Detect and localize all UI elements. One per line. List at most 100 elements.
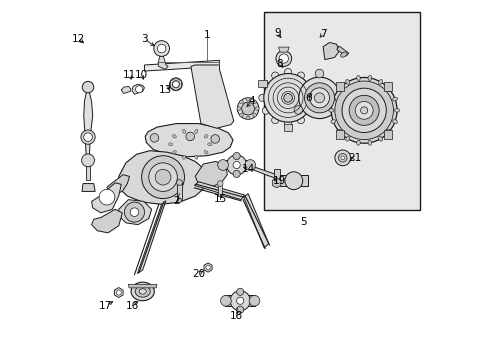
Circle shape: [258, 94, 265, 102]
Ellipse shape: [330, 120, 335, 123]
Ellipse shape: [345, 80, 349, 84]
Polygon shape: [335, 130, 344, 139]
Polygon shape: [119, 200, 151, 225]
Circle shape: [148, 163, 177, 192]
Circle shape: [341, 88, 386, 132]
Circle shape: [210, 135, 219, 143]
Circle shape: [271, 72, 278, 79]
Circle shape: [172, 81, 179, 87]
Circle shape: [135, 86, 142, 93]
Ellipse shape: [336, 87, 341, 91]
Ellipse shape: [340, 52, 346, 57]
Ellipse shape: [194, 129, 197, 134]
Circle shape: [239, 100, 243, 104]
Polygon shape: [158, 57, 168, 69]
Polygon shape: [323, 42, 339, 60]
Polygon shape: [336, 46, 348, 56]
Ellipse shape: [131, 282, 154, 301]
Ellipse shape: [392, 97, 397, 101]
Circle shape: [297, 117, 304, 124]
Circle shape: [157, 44, 165, 53]
Circle shape: [217, 159, 228, 170]
Circle shape: [233, 170, 240, 177]
Polygon shape: [128, 284, 157, 288]
Circle shape: [340, 156, 344, 159]
Circle shape: [252, 113, 256, 117]
Circle shape: [252, 100, 256, 104]
Circle shape: [285, 172, 302, 190]
Circle shape: [248, 296, 259, 306]
Text: 17: 17: [99, 301, 112, 311]
Ellipse shape: [378, 136, 382, 141]
Ellipse shape: [207, 143, 212, 146]
Ellipse shape: [168, 143, 172, 146]
Polygon shape: [91, 183, 121, 213]
Polygon shape: [170, 78, 181, 91]
Circle shape: [142, 156, 184, 199]
Circle shape: [262, 81, 269, 89]
Circle shape: [99, 189, 115, 205]
Polygon shape: [218, 184, 222, 197]
Circle shape: [283, 94, 292, 102]
Circle shape: [81, 130, 95, 144]
Polygon shape: [176, 183, 182, 201]
Ellipse shape: [204, 135, 207, 138]
Polygon shape: [132, 84, 144, 94]
Ellipse shape: [378, 80, 382, 84]
Circle shape: [309, 88, 329, 108]
Circle shape: [255, 107, 259, 111]
Ellipse shape: [386, 87, 391, 91]
Polygon shape: [190, 65, 233, 128]
Polygon shape: [82, 184, 95, 192]
Text: 18: 18: [229, 311, 243, 321]
Circle shape: [81, 154, 94, 167]
Polygon shape: [144, 60, 219, 71]
Text: 5: 5: [300, 217, 306, 227]
Ellipse shape: [356, 76, 360, 80]
Text: 9: 9: [273, 28, 280, 38]
Polygon shape: [194, 182, 244, 200]
Circle shape: [304, 83, 334, 113]
Circle shape: [315, 69, 323, 78]
Circle shape: [275, 51, 291, 66]
Polygon shape: [107, 175, 129, 194]
Ellipse shape: [328, 109, 333, 112]
Circle shape: [172, 81, 179, 88]
Ellipse shape: [330, 97, 335, 101]
Ellipse shape: [172, 135, 176, 138]
Polygon shape: [335, 82, 344, 91]
Circle shape: [336, 106, 344, 114]
Circle shape: [306, 81, 313, 89]
Circle shape: [230, 291, 250, 311]
Circle shape: [236, 297, 244, 304]
Ellipse shape: [367, 140, 371, 145]
Circle shape: [220, 296, 231, 306]
Polygon shape: [145, 123, 233, 157]
Circle shape: [241, 102, 254, 115]
Circle shape: [331, 77, 396, 143]
Circle shape: [271, 117, 278, 124]
Text: 20: 20: [192, 269, 205, 279]
Polygon shape: [114, 288, 123, 297]
Circle shape: [263, 73, 312, 122]
Polygon shape: [383, 82, 392, 91]
Ellipse shape: [367, 76, 371, 80]
Polygon shape: [258, 80, 266, 87]
Circle shape: [297, 72, 304, 79]
Circle shape: [246, 116, 249, 120]
Ellipse shape: [182, 155, 185, 159]
Circle shape: [130, 208, 139, 216]
Circle shape: [262, 107, 269, 114]
Circle shape: [236, 306, 244, 313]
Text: 19: 19: [272, 176, 285, 186]
Circle shape: [284, 68, 291, 76]
Circle shape: [284, 120, 291, 127]
Text: 7: 7: [319, 28, 325, 39]
Ellipse shape: [392, 120, 397, 123]
Ellipse shape: [345, 136, 349, 141]
Circle shape: [233, 161, 240, 168]
Text: 13: 13: [158, 85, 171, 95]
Circle shape: [176, 180, 182, 185]
Polygon shape: [222, 159, 250, 169]
Circle shape: [348, 95, 378, 125]
